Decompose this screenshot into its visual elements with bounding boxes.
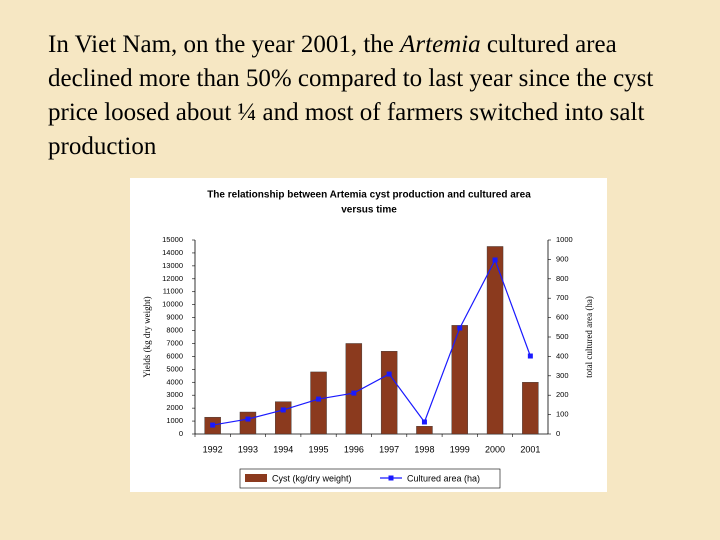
x-tick-label: 1997: [379, 444, 399, 454]
x-tick-label: 1994: [273, 444, 293, 454]
x-tick-label: 2000: [485, 444, 505, 454]
bar: [486, 246, 504, 435]
y2-tick-label: 500: [556, 332, 569, 341]
y-tick-label: 8000: [166, 326, 183, 335]
x-tick-label: 1992: [203, 444, 223, 454]
x-tick-label: 1996: [344, 444, 364, 454]
y2-tick-label: 800: [556, 274, 569, 283]
bar: [451, 325, 468, 435]
bar: [310, 371, 327, 435]
legend-box: [239, 468, 501, 489]
y-tick-label: 2000: [166, 403, 183, 412]
point: [527, 353, 533, 359]
y-tick-label: 0: [179, 429, 183, 438]
point: [492, 257, 498, 263]
point: [386, 371, 392, 377]
legend-swatch: [245, 474, 267, 482]
legend-label: Cultured area (ha): [407, 473, 480, 483]
y2-tick-label: 300: [556, 371, 569, 380]
chart-frame: [130, 178, 607, 492]
y-tick-label: 10000: [162, 300, 183, 309]
y2-tick-label: 1000: [556, 235, 573, 244]
point: [351, 390, 357, 396]
y-tick-label: 6000: [166, 351, 183, 360]
text-part: cultured area declined more than 50% com…: [48, 31, 654, 160]
y-tick-label: 15000: [162, 235, 183, 244]
line: [212, 258, 531, 426]
bar: [380, 351, 398, 435]
x-tick-label: 1999: [450, 444, 470, 454]
y2-tick-label: 0: [556, 429, 560, 438]
bar: [345, 343, 363, 435]
legend-label: Cyst (kg/dry weight): [272, 473, 352, 483]
y-tick-label: 14000: [162, 248, 183, 257]
y2-tick-label: 200: [556, 390, 569, 399]
x-tick-label: 1998: [414, 444, 434, 454]
y-tick-label: 12000: [162, 274, 183, 283]
y-tick-label: 7000: [166, 338, 183, 347]
point: [457, 325, 463, 331]
y2-tick-label: 700: [556, 293, 569, 302]
x-tick-label: 2001: [520, 444, 540, 454]
y-tick-label: 11000: [163, 287, 183, 296]
y-tick-label: 5000: [166, 364, 183, 373]
chart-title: versus time: [341, 205, 397, 216]
bar: [239, 411, 257, 435]
point: [280, 407, 286, 413]
bar: [275, 401, 292, 435]
point: [316, 396, 322, 402]
y-tick-label: 3000: [166, 390, 183, 399]
bar: [416, 426, 433, 435]
slide-text: In Viet Nam, on the year 2001, the Artem…: [48, 28, 698, 164]
y2-tick-label: 600: [556, 313, 569, 322]
point: [421, 419, 427, 425]
chart-title: The relationship between Artemia cyst pr…: [207, 190, 531, 201]
legend-swatch: [388, 475, 394, 481]
text-italic: Artemia: [400, 31, 481, 58]
y-axis-title: Yields (kg dry weight): [142, 296, 152, 377]
point: [210, 422, 216, 428]
point: [245, 416, 251, 422]
text-part: In Viet Nam, on the year 2001, the: [48, 31, 401, 58]
x-tick-label: 1993: [238, 444, 258, 454]
x-tick-label: 1995: [309, 444, 329, 454]
y-tick-label: 1000: [166, 416, 183, 425]
y2-tick-label: 900: [556, 254, 569, 263]
bar: [522, 382, 539, 435]
y-tick-label: 9000: [166, 313, 183, 322]
y-tick-label: 13000: [162, 261, 183, 270]
y2-tick-label: 100: [556, 410, 569, 419]
y2-axis-title: total cultured area (ha): [584, 296, 594, 378]
y-tick-label: 4000: [166, 377, 183, 386]
y2-tick-label: 400: [556, 351, 569, 360]
